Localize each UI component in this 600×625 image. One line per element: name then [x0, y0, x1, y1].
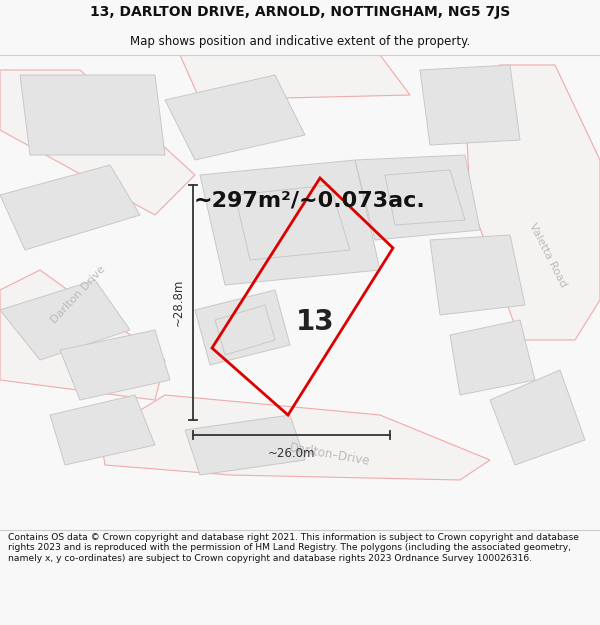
Polygon shape: [20, 75, 165, 155]
Polygon shape: [50, 395, 155, 465]
Text: ~28.8m: ~28.8m: [172, 279, 185, 326]
Polygon shape: [195, 290, 290, 365]
Polygon shape: [355, 155, 480, 240]
Polygon shape: [215, 305, 275, 355]
Polygon shape: [185, 415, 305, 475]
Polygon shape: [180, 55, 410, 100]
Text: 13: 13: [296, 308, 334, 336]
Polygon shape: [235, 185, 350, 260]
Polygon shape: [0, 70, 195, 215]
Text: Contains OS data © Crown copyright and database right 2021. This information is : Contains OS data © Crown copyright and d…: [8, 533, 578, 562]
Polygon shape: [465, 65, 600, 340]
Polygon shape: [165, 75, 305, 160]
Text: Map shows position and indicative extent of the property.: Map shows position and indicative extent…: [130, 35, 470, 48]
Polygon shape: [60, 330, 170, 400]
Polygon shape: [430, 235, 525, 315]
Polygon shape: [0, 280, 130, 360]
Polygon shape: [200, 160, 380, 285]
Polygon shape: [0, 165, 140, 250]
Polygon shape: [385, 170, 465, 225]
Text: 13, DARLTON DRIVE, ARNOLD, NOTTINGHAM, NG5 7JS: 13, DARLTON DRIVE, ARNOLD, NOTTINGHAM, N…: [90, 5, 510, 19]
Text: Darlton Drive: Darlton Drive: [49, 264, 107, 326]
Polygon shape: [490, 370, 585, 465]
Text: Valetta Road: Valetta Road: [527, 221, 569, 289]
Polygon shape: [100, 395, 490, 480]
Polygon shape: [0, 270, 165, 400]
Text: ~297m²/~0.073ac.: ~297m²/~0.073ac.: [194, 190, 426, 210]
Text: Darlton–Drive: Darlton–Drive: [289, 441, 371, 469]
Text: ~26.0m: ~26.0m: [268, 447, 315, 460]
Polygon shape: [450, 320, 535, 395]
Polygon shape: [420, 65, 520, 145]
